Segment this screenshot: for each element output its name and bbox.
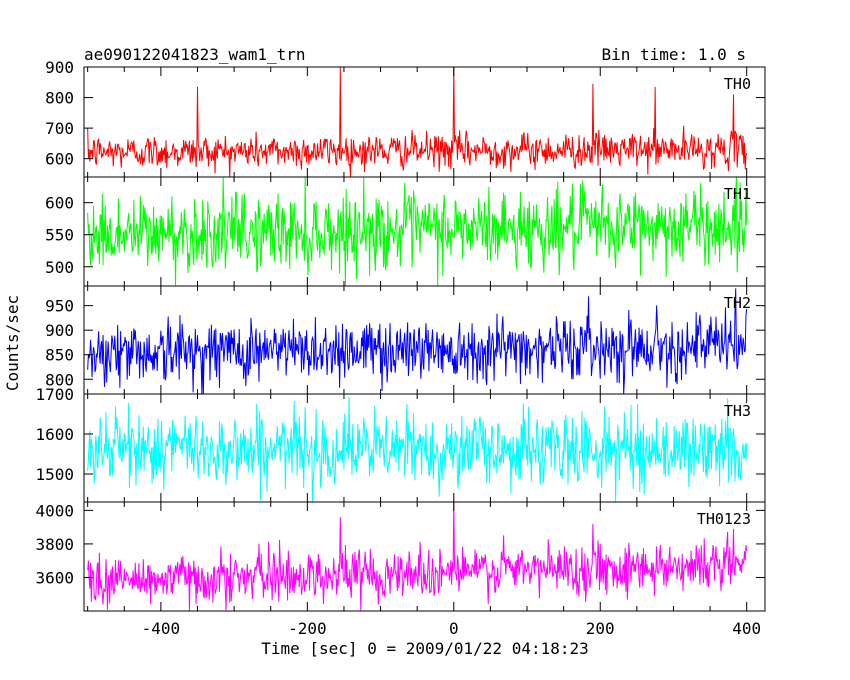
y-tick-label: 550: [45, 226, 74, 245]
series-th0123: [87, 501, 748, 612]
x-tick-label: 400: [732, 619, 761, 638]
y-tick-label: 1600: [35, 425, 74, 444]
panel-frame: [83, 501, 766, 612]
chart-title: ae090122041823_wam1_trn: [84, 45, 306, 64]
panel-label: TH3: [724, 402, 751, 420]
panel-label: TH0: [724, 75, 751, 93]
y-tick-label: 800: [45, 370, 74, 389]
panel-label: TH1: [724, 185, 751, 203]
series-th1: [87, 176, 748, 287]
y-tick-label: 500: [45, 258, 74, 277]
series-th2: [87, 288, 748, 395]
y-axis-label: Counts/sec: [3, 295, 22, 391]
y-tick-label: 4000: [35, 501, 74, 520]
series-th3: [87, 397, 748, 503]
panel-th3: 1500 1600 1700 TH3: [35, 385, 766, 503]
x-axis-label: Time [sec] 0 = 2009/01/22 04:18:23: [261, 639, 589, 658]
panel-frame: [83, 66, 766, 178]
y-tick-label: 600: [45, 194, 74, 213]
panel-frame: [83, 285, 766, 395]
panel-th0123: 3600 3800 4000 TH0123: [35, 501, 766, 612]
y-tick-label: 1500: [35, 465, 74, 484]
y-tick-label: 1700: [35, 385, 74, 404]
x-tick-label: 200: [586, 619, 615, 638]
x-tick-label: -200: [288, 619, 327, 638]
y-tick-label: 900: [45, 58, 74, 77]
y-tick-label: 800: [45, 89, 74, 108]
y-tick-label: 600: [45, 150, 74, 169]
y-tick-label: 900: [45, 321, 74, 340]
panel-label: TH0123: [697, 510, 751, 528]
series-th0: [87, 66, 748, 178]
y-tick-label: 950: [45, 297, 74, 316]
y-tick-label: 850: [45, 346, 74, 365]
x-tick-label: -400: [142, 619, 181, 638]
y-tick-label: 3600: [35, 568, 74, 587]
y-tick-label: 3800: [35, 535, 74, 554]
panel-th0: 600 700 800 900 TH0: [45, 58, 766, 178]
panel-label: TH2: [724, 294, 751, 312]
panels-group: 600 700 800 900 TH0 500 550 600 TH1 800 850 900 950 T…: [35, 58, 766, 638]
x-tick-label: 0: [449, 619, 459, 638]
panel-th2: 800 850 900 950 TH2: [45, 285, 766, 395]
bin-time-label: Bin time: 1.0 s: [602, 45, 747, 64]
panel-th1: 500 550 600 TH1: [45, 176, 766, 287]
y-tick-label: 700: [45, 119, 74, 138]
